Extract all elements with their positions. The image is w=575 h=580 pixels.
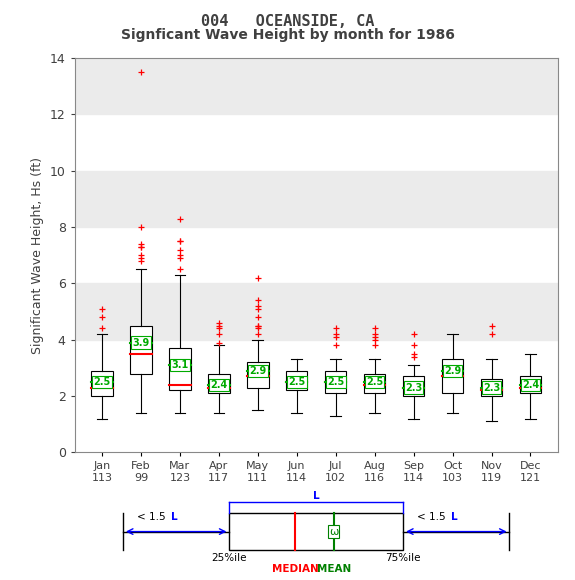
Text: 2.9: 2.9 — [444, 366, 461, 376]
Bar — [364, 374, 385, 393]
Y-axis label: Significant Wave Height, Hs (ft): Significant Wave Height, Hs (ft) — [31, 157, 44, 354]
Bar — [325, 371, 347, 393]
Bar — [75, 58, 558, 114]
Text: 2.3: 2.3 — [483, 383, 500, 393]
Text: 2.5: 2.5 — [288, 377, 305, 387]
Bar — [75, 284, 558, 340]
Bar — [229, 513, 403, 550]
Text: 2.9: 2.9 — [249, 366, 266, 376]
Text: ω: ω — [329, 527, 338, 536]
Bar — [208, 374, 229, 393]
Bar — [169, 348, 191, 390]
Text: 2.5: 2.5 — [93, 377, 110, 387]
Text: 75%ile: 75%ile — [385, 553, 421, 563]
Text: L: L — [171, 513, 178, 523]
Bar — [247, 362, 269, 387]
Text: < 1.5: < 1.5 — [137, 513, 169, 523]
Bar — [442, 360, 463, 393]
Bar — [520, 376, 541, 393]
Text: < 1.5: < 1.5 — [417, 513, 449, 523]
Text: 25%ile: 25%ile — [212, 553, 247, 563]
Text: 2.5: 2.5 — [366, 377, 384, 387]
Text: 2.3: 2.3 — [405, 383, 422, 393]
Text: 2.4: 2.4 — [210, 380, 228, 390]
Text: Signficant Wave Height by month for 1986: Signficant Wave Height by month for 1986 — [121, 28, 454, 42]
Text: 2.5: 2.5 — [327, 377, 344, 387]
Text: MEAN: MEAN — [316, 564, 351, 574]
Bar — [286, 371, 308, 390]
Bar — [481, 379, 502, 396]
Bar — [403, 376, 424, 396]
Text: MEDIAN: MEDIAN — [272, 564, 319, 574]
Text: 2.4: 2.4 — [522, 380, 539, 390]
Text: 3.1: 3.1 — [171, 360, 189, 370]
Text: L: L — [313, 491, 320, 501]
Text: L: L — [451, 513, 458, 523]
Bar — [91, 371, 113, 396]
Bar — [131, 325, 152, 374]
Bar — [75, 171, 558, 227]
Text: 3.9: 3.9 — [132, 338, 150, 347]
Text: 004   OCEANSIDE, CA: 004 OCEANSIDE, CA — [201, 14, 374, 30]
